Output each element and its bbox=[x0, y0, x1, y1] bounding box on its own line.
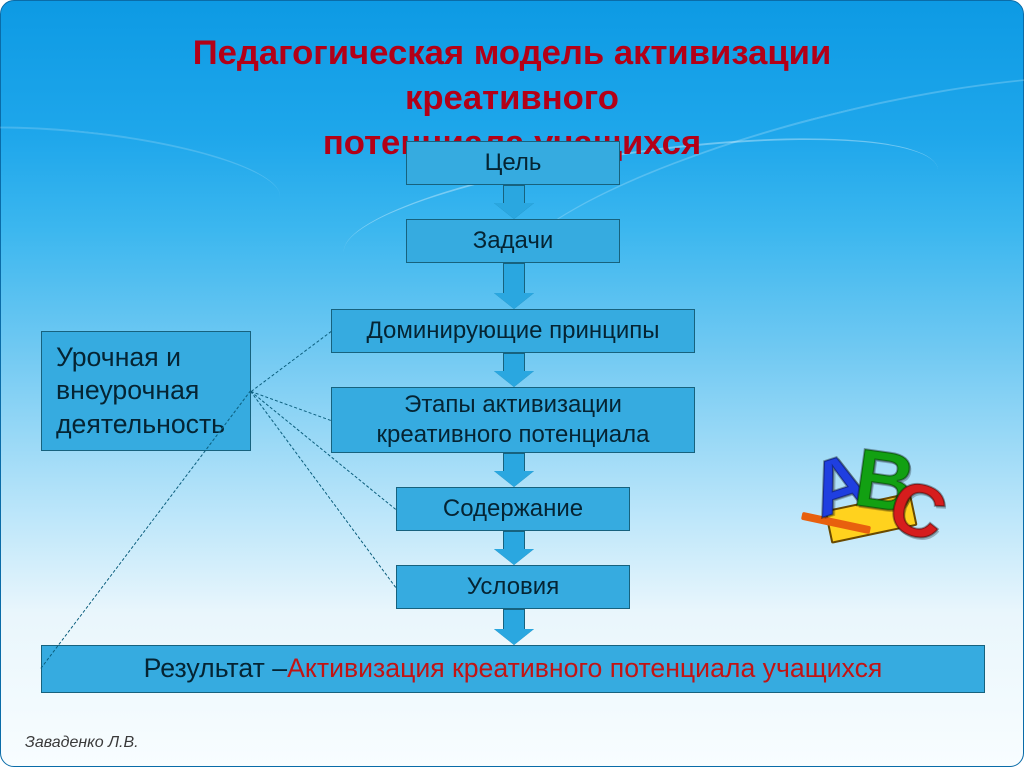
node-label: Содержание bbox=[443, 494, 583, 524]
node-label: Условия bbox=[467, 572, 559, 602]
node-goal: Цель bbox=[406, 141, 620, 185]
node-stages: Этапы активизации креативного потенциала bbox=[331, 387, 695, 453]
node-label: Урочная и внеурочная деятельность bbox=[56, 341, 225, 441]
title-line-1: Педагогическая модель активизации креати… bbox=[81, 31, 943, 121]
author-credit: Заваденко Л.В. bbox=[25, 734, 139, 752]
node-label: Этапы активизации креативного потенциала bbox=[377, 390, 650, 450]
node-side-activity: Урочная и внеурочная деятельность bbox=[41, 331, 251, 451]
node-result: Результат – Активизация креативного поте… bbox=[41, 645, 985, 693]
flow-arrow bbox=[513, 263, 514, 309]
node-content: Содержание bbox=[396, 487, 630, 531]
flow-arrow bbox=[513, 531, 514, 565]
node-tasks: Задачи bbox=[406, 219, 620, 263]
node-label: Цель bbox=[485, 148, 542, 178]
result-prefix: Результат – bbox=[144, 652, 287, 685]
flow-arrow bbox=[513, 353, 514, 387]
flowchart: Цель Задачи Доминирующие принципы Этапы … bbox=[1, 141, 1023, 726]
node-conditions: Условия bbox=[396, 565, 630, 609]
slide: Педагогическая модель активизации креати… bbox=[0, 0, 1024, 767]
side-connector bbox=[251, 331, 332, 392]
node-principles: Доминирующие принципы bbox=[331, 309, 695, 353]
flow-arrow bbox=[513, 609, 514, 645]
result-highlight: Активизация креативного потенциала учащи… bbox=[287, 652, 882, 685]
node-label: Задачи bbox=[473, 226, 554, 256]
flow-arrow bbox=[513, 453, 514, 487]
flow-arrow bbox=[513, 185, 514, 219]
abc-graphic: ABC bbox=[801, 431, 951, 551]
node-label: Доминирующие принципы bbox=[366, 316, 659, 346]
